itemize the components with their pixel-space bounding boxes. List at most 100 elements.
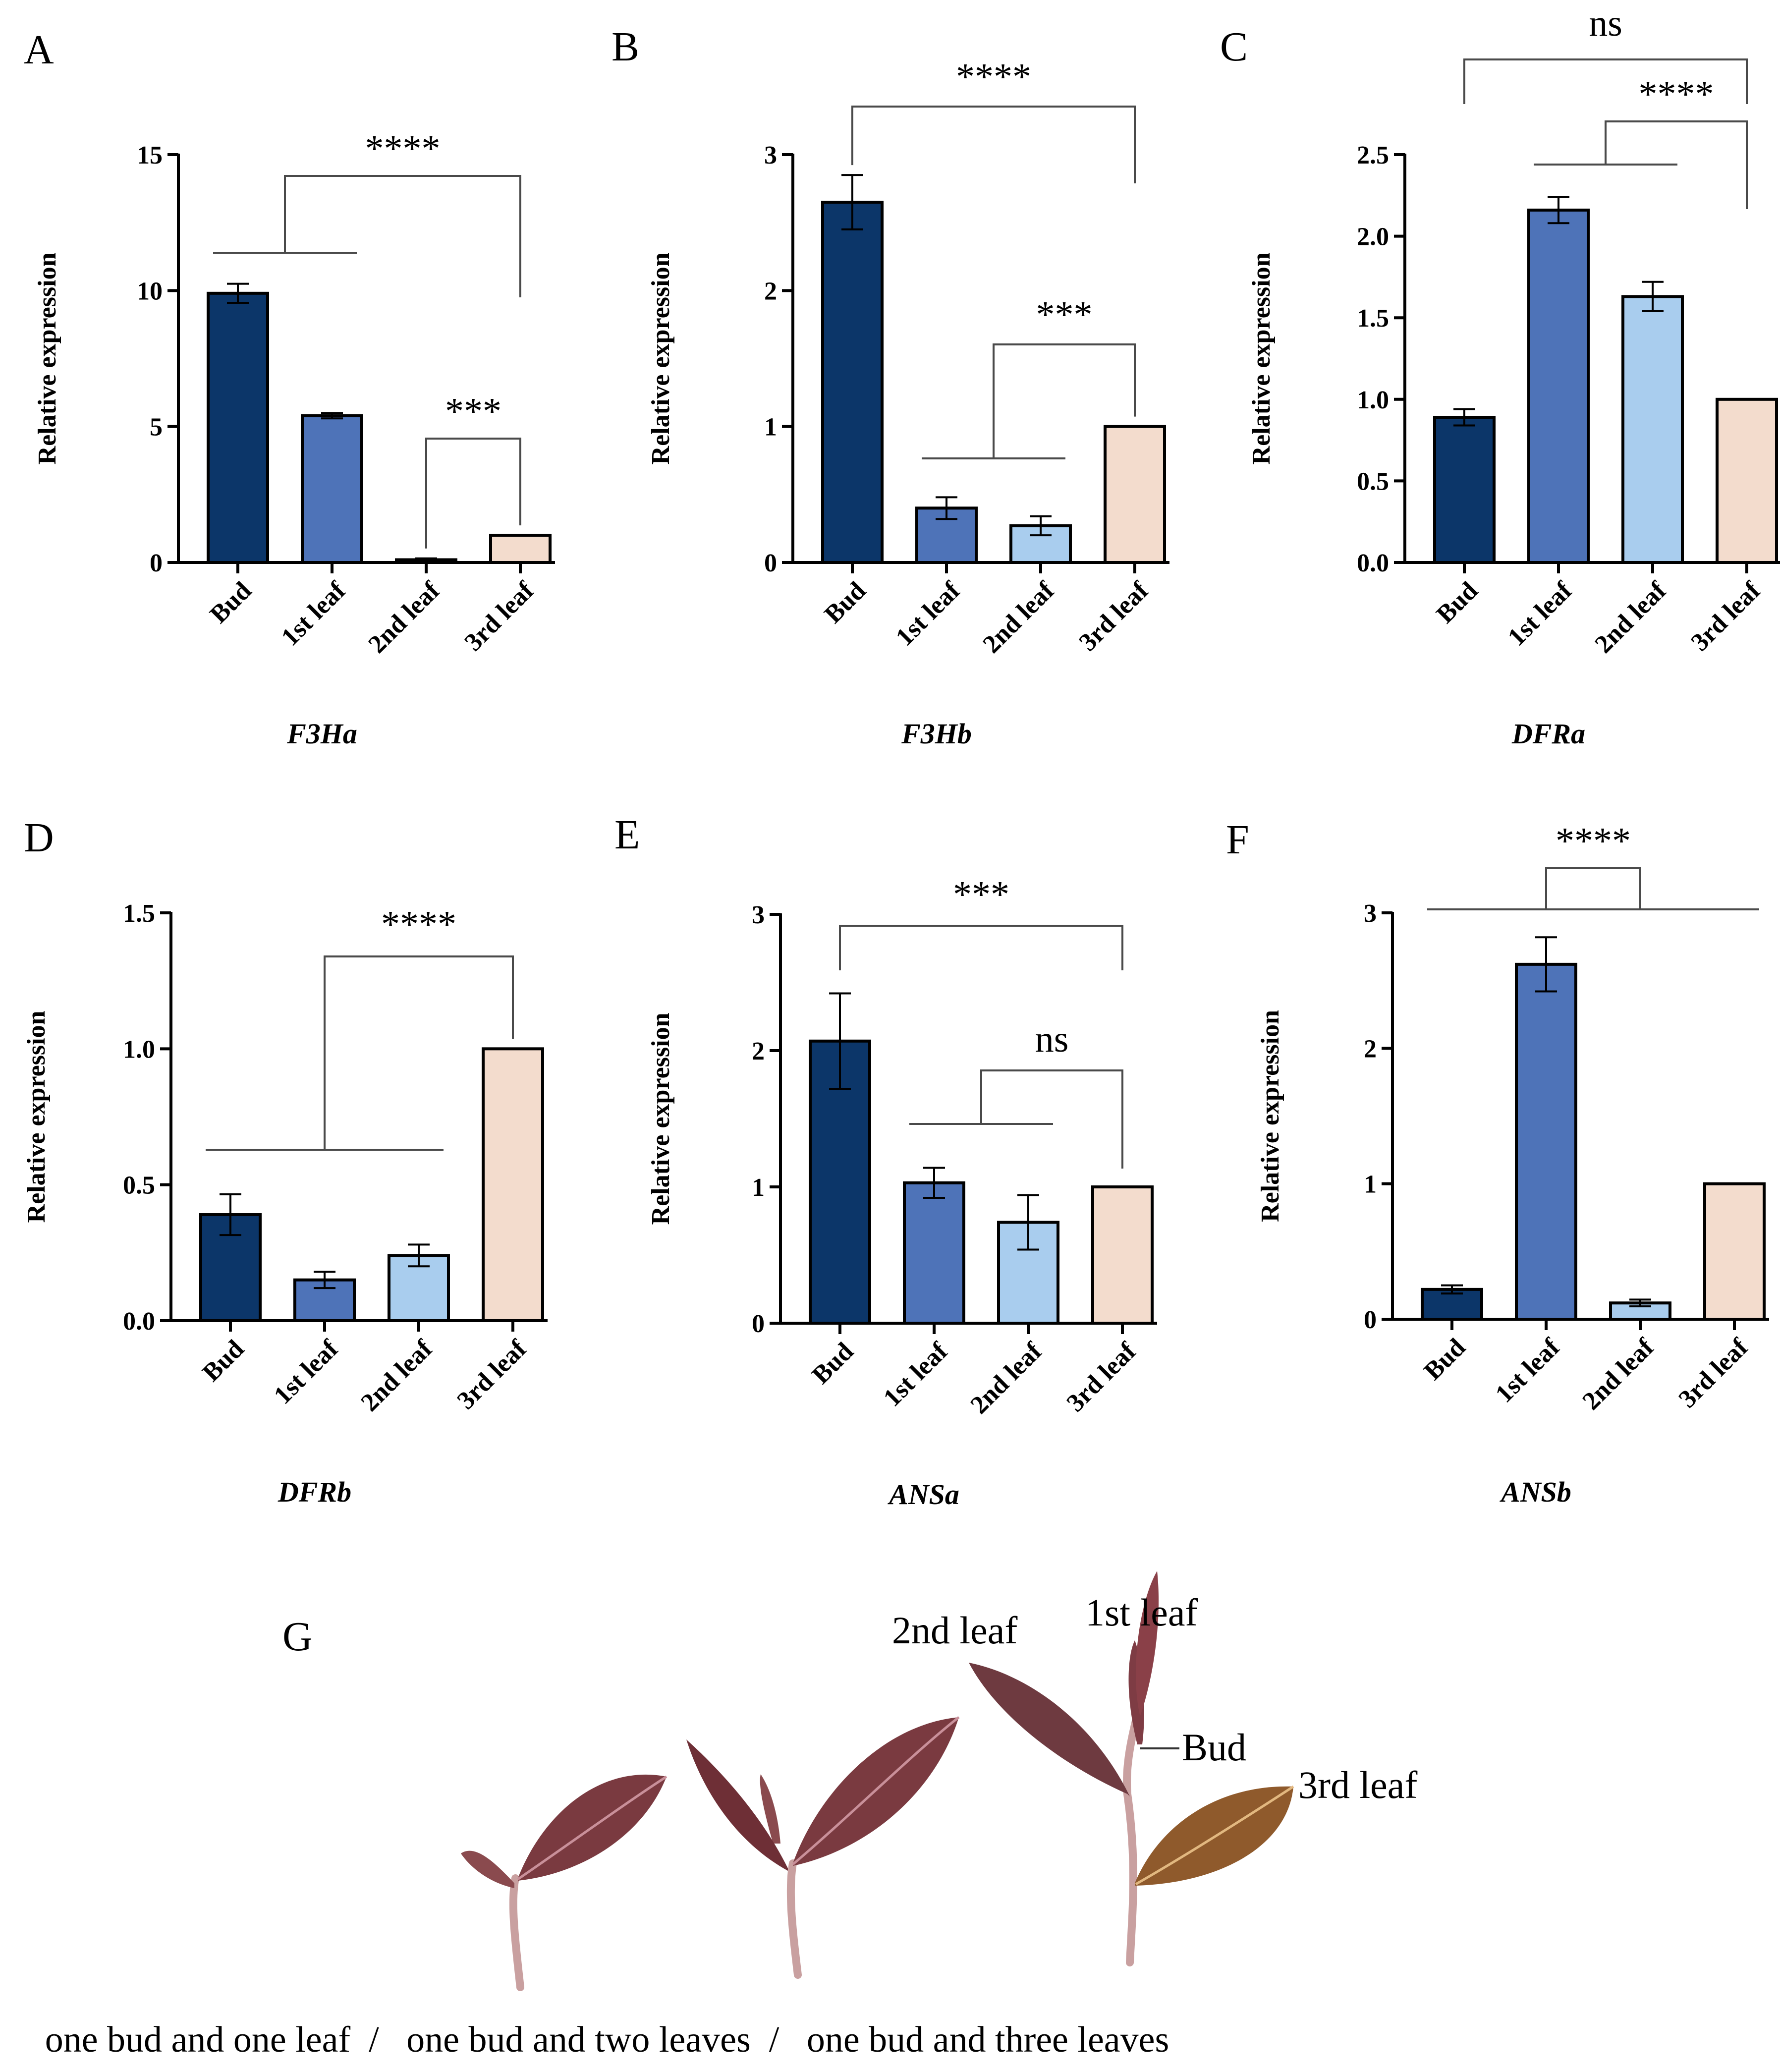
sig-bracket [324,955,514,1150]
label-2nd-leaf: 2nd leaf [892,1609,1017,1652]
y-axis-title: Relative expression [647,1012,675,1225]
y-axis-title: Relative expression [1247,252,1276,464]
label-3rd-leaf: 3rd leaf [1298,1763,1417,1806]
x-tick-label: 2nd leaf [363,576,445,659]
x-tick-label: 3rd leaf [459,576,540,657]
sig-bracket [993,343,1136,458]
sig-label: *** [1036,294,1093,336]
y-tick-label: 1 [752,1174,765,1202]
y-tick-label: 3 [752,901,765,929]
panel-g-caption: one bud and one leaf / one bud and two l… [45,2019,1169,2060]
x-tick-label: Bud [1431,576,1484,629]
bar [301,414,363,564]
stem-2 [786,1859,802,1979]
leaf-2-1 [686,1739,788,1871]
sig-bracket [284,175,521,297]
panel-letter-d: D [24,815,54,861]
label-1st-leaf: 1st leaf [1085,1591,1198,1634]
sig-bracket [1545,867,1641,909]
sig-label: *** [445,391,501,432]
sig-bracket [839,925,1123,970]
panel-letter-b: B [612,24,639,70]
x-tick-label: 3rd leaf [1061,1337,1142,1417]
panel-letter-a: A [24,27,54,73]
bar [1104,425,1166,564]
y-axis-title: Relative expression [22,1010,51,1223]
sig-label: **** [1639,73,1714,115]
bar [1703,1182,1766,1321]
y-tick-label: 2 [764,277,777,305]
x-tick-label: 1st leaf [276,576,351,652]
gene-title: F3Hb [901,718,972,750]
y-tick-label: 1.5 [123,899,155,928]
sig-label: ns [1035,1018,1069,1060]
bar [1527,208,1590,564]
y-tick-label: 2.0 [1357,223,1389,251]
y-tick-label: 0.5 [123,1172,155,1200]
x-tick-label: 2nd leaf [1590,576,1672,659]
bar [489,534,552,564]
y-tick-label: 0.5 [1357,467,1389,496]
x-tick-label: Bud [819,576,872,629]
y-tick-label: 3 [764,141,777,169]
bar [1091,1185,1154,1325]
y-tick-label: 15 [137,141,163,169]
stem-1 [509,1874,524,1991]
sig-label: **** [381,903,456,945]
y-tick-label: 0.0 [123,1307,155,1336]
sig-bracket [1463,58,1748,104]
panel-letter-g: G [282,1614,313,1660]
bar [207,291,269,564]
panel-g: G 2nd leaf 1st leaf Bud [45,1571,1417,2060]
chart-dfra: 0.0 0.5 1.0 1.5 2.0 2.5 Relative expression Bud… [1247,2,1780,750]
y-tick-label: 1 [764,413,777,442]
x-tick-label: Bud [197,1335,250,1387]
stem-3 [1123,1701,1144,1966]
gene-title: ANSb [1500,1476,1571,1508]
x-tick-label: 3rd leaf [452,1335,532,1415]
y-tick-label: 2.5 [1357,141,1389,169]
leaf-3-2 [969,1663,1130,1796]
tea-shoot-two-leaves [686,1716,960,1979]
y-tick-label: 0.0 [1357,549,1389,577]
bar [821,201,884,564]
gene-title: ANSa [888,1478,959,1511]
x-tick-label: 3rd leaf [1673,1333,1754,1413]
bar [482,1047,544,1322]
x-tick-label: 3rd leaf [1686,576,1766,657]
sig-label: **** [1556,820,1631,862]
bar [1621,295,1684,564]
y-axis-title: Relative expression [33,252,61,464]
y-tick-label: 1.0 [1357,386,1389,414]
bud-1 [461,1850,514,1888]
x-tick-label: 3rd leaf [1074,576,1154,657]
chart-ansb: 0 1 2 3 Relative expression Bud 1st leaf 2nd le… [1256,820,1769,1508]
y-tick-label: 0 [1364,1306,1377,1334]
y-tick-label: 2 [752,1037,765,1065]
x-tick-label: 1st leaf [1502,576,1578,652]
x-tick-label: Bud [1419,1333,1471,1386]
y-tick-label: 0 [764,549,777,577]
y-tick-label: 1.5 [1357,304,1389,333]
sig-label: ns [1589,2,1622,44]
chart-ansa: 0 1 2 3 Relative expression Bud 1st leaf 2nd le… [647,874,1157,1511]
sig-bracket [425,438,521,549]
x-tick-label: 2nd leaf [965,1337,1048,1419]
y-tick-label: 0 [752,1310,765,1338]
sig-bracket [980,1069,1123,1169]
y-tick-label: 10 [137,277,163,305]
x-tick-label: 2nd leaf [1577,1333,1660,1415]
sig-bracket [1605,120,1748,209]
chart-f3ha: 0 5 10 15 Relative expression Bud 1st leaf 2nd … [33,128,555,750]
tea-shoot-one-leaf [461,1774,668,1991]
sig-bracket [851,106,1136,183]
x-tick-label: Bud [807,1337,859,1390]
gene-title: F3Ha [286,718,357,750]
bar [1515,962,1577,1321]
y-axis-title: Relative expression [1256,1010,1284,1222]
sig-label: *** [953,874,1009,915]
bar [1716,397,1778,564]
bar [1433,416,1496,564]
x-tick-label: Bud [205,576,257,629]
